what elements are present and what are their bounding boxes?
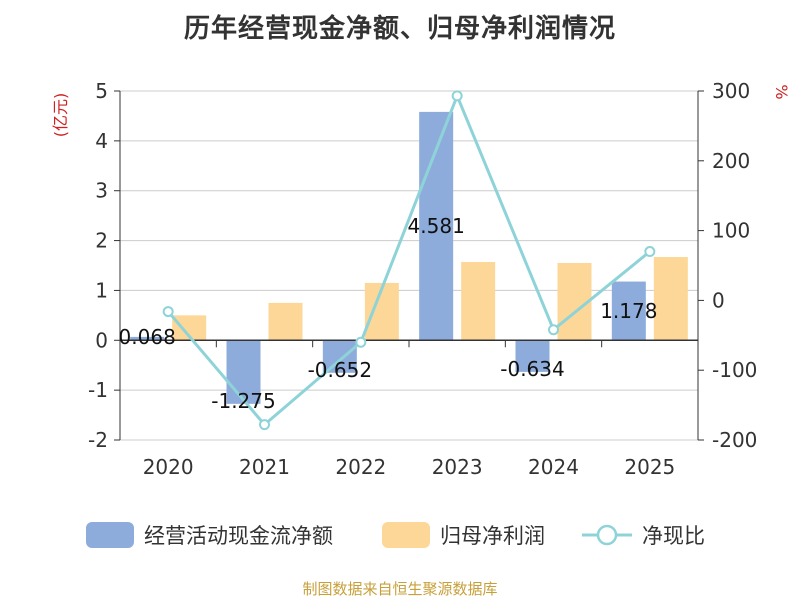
left-tick-label: 3 (95, 179, 108, 203)
cashflow-label-2023: 4.581 (408, 214, 465, 238)
bars (130, 111, 688, 404)
right-axis-unit: % (772, 84, 791, 99)
bar-cashflow-2021 (226, 340, 261, 404)
bar-cashflow-2020 (130, 336, 165, 341)
bar-netprofit-2021 (268, 302, 303, 341)
left-tick-label: 4 (95, 129, 108, 153)
bar-cashflow-2022 (322, 340, 357, 373)
ratio-point-2022 (355, 336, 367, 348)
right-tick-label: 100 (712, 219, 750, 243)
ratio-point-2024 (548, 324, 559, 336)
left-tick-label: -2 (88, 428, 108, 452)
bar-cashflow-2025 (611, 281, 646, 341)
ratio-point-2023 (451, 90, 463, 102)
legend-label-ratio: 净现比 (642, 524, 705, 548)
bar-cashflow-2024 (515, 340, 550, 372)
category-label-2022: 2022 (335, 455, 386, 479)
source-footer: 制图数据来自恒生聚源数据库 (302, 580, 498, 598)
right-tick-label: -200 (712, 428, 757, 452)
grid (120, 90, 698, 441)
ratio-line (162, 90, 656, 431)
data-labels: 0.068 -1.275 -0.652 4.581 -0.634 1.178 (119, 214, 658, 413)
category-label-2025: 2025 (624, 455, 675, 479)
ratio-point-2020 (162, 306, 174, 318)
category-label-2020: 2020 (143, 455, 194, 479)
cashflow-label-2024: -0.634 (500, 357, 564, 381)
legend: 经营活动现金流净额 归母净利润 净现比 (86, 522, 705, 548)
cashflow-label-2021: -1.275 (211, 389, 275, 413)
right-tick-label: 300 (712, 79, 750, 103)
category-label-2024: 2024 (528, 455, 579, 479)
left-tick-label: 2 (95, 229, 108, 253)
ratio-point-2025 (644, 246, 656, 258)
axes: 5 4 3 2 1 0 -1 -2 300 200 100 0 -100 -200 (亿元)% 2020 202… (51, 79, 791, 479)
legend-label-cashflow: 经营活动现金流净额 (144, 524, 333, 548)
ratio-line-path (167, 94, 651, 427)
cashflow-label-2022: -0.652 (308, 358, 372, 382)
bar-netprofit-2025 (653, 257, 688, 341)
cashflow-label-2020: 0.068 (119, 325, 176, 349)
bar-netprofit-2023 (461, 262, 496, 341)
legend-swatch-netprofit (382, 522, 430, 548)
legend-swatch-ratio-marker (596, 524, 618, 546)
right-tick-label: -100 (712, 358, 757, 382)
right-tick-label: 0 (712, 288, 725, 312)
left-tick-label: 5 (95, 79, 108, 103)
left-tick-label: 1 (95, 278, 108, 302)
ratio-point-2021 (259, 419, 270, 431)
legend-swatch-cashflow (86, 522, 134, 548)
left-tick-label: 0 (95, 328, 108, 352)
left-tick-label: -1 (88, 378, 108, 402)
chart-title: 历年经营现金净额、归母净利润情况 (183, 14, 616, 44)
cashflow-label-2025: 1.178 (600, 299, 657, 323)
legend-label-netprofit: 归母净利润 (440, 524, 545, 548)
category-label-2021: 2021 (239, 455, 290, 479)
category-label-2023: 2023 (432, 455, 483, 479)
left-axis-unit: (亿元) (51, 93, 70, 138)
right-tick-label: 200 (712, 149, 750, 173)
